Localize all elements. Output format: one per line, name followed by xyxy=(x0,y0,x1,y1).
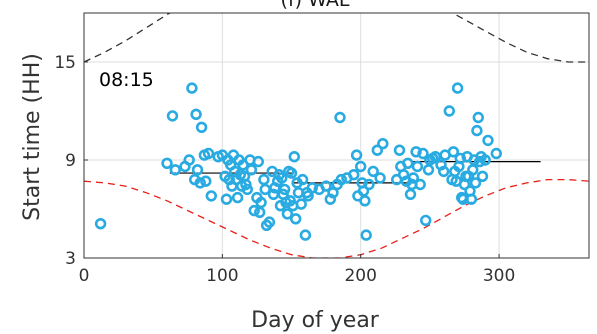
data-point xyxy=(363,178,375,191)
x-tick-label: 200 xyxy=(344,266,376,286)
data-point xyxy=(377,138,389,150)
data-point xyxy=(348,169,360,181)
bound-curves xyxy=(84,13,589,258)
plot-frame xyxy=(83,12,590,259)
data-point xyxy=(471,124,483,137)
y-axis-label: Start time (HH) xyxy=(20,53,45,221)
data-point xyxy=(255,196,267,209)
data-point xyxy=(200,175,212,187)
x-tick-label: 100 xyxy=(206,266,238,286)
x-tick-label: 0 xyxy=(79,266,90,286)
data-point xyxy=(420,214,432,227)
data-point xyxy=(320,180,332,192)
data-point xyxy=(367,165,379,178)
data-point xyxy=(414,178,426,191)
data-point xyxy=(422,164,435,176)
data-point xyxy=(479,154,491,166)
data-point xyxy=(306,182,318,194)
data-point xyxy=(350,149,363,161)
x-axis-label: Day of year xyxy=(251,308,380,333)
data-point xyxy=(205,190,218,202)
data-point xyxy=(161,157,173,170)
data-point xyxy=(248,204,260,217)
data-point xyxy=(335,173,347,186)
data-point xyxy=(281,208,294,220)
data-point xyxy=(288,151,300,163)
data-point xyxy=(240,178,252,191)
data-point xyxy=(410,146,422,158)
data-point xyxy=(299,229,312,241)
x-tick-label: 300 xyxy=(483,266,515,286)
data-point xyxy=(393,144,406,156)
data-point xyxy=(278,183,291,196)
data-point xyxy=(263,216,276,228)
data-point xyxy=(454,152,466,165)
data-point xyxy=(469,177,482,189)
data-point xyxy=(241,183,254,196)
data-point xyxy=(334,111,346,124)
data-point xyxy=(447,146,460,158)
data-point xyxy=(490,147,502,160)
data-point xyxy=(220,193,233,205)
data-point xyxy=(295,198,307,210)
x-axis-ticks: 0 100 200 300 xyxy=(79,254,515,286)
data-point xyxy=(451,82,464,94)
data-point xyxy=(194,177,206,189)
data-point xyxy=(258,173,270,186)
data-point xyxy=(245,164,258,176)
data-point xyxy=(231,191,244,204)
data-point xyxy=(290,213,302,225)
data-point xyxy=(296,173,309,186)
data-points xyxy=(94,82,502,241)
y-tick-label: 3 xyxy=(65,249,76,269)
data-point xyxy=(191,164,204,176)
data-point xyxy=(438,165,450,178)
data-point xyxy=(166,110,179,122)
data-point xyxy=(402,157,414,170)
data-point xyxy=(371,144,383,156)
data-point xyxy=(417,147,429,160)
data-point xyxy=(186,82,198,94)
data-point xyxy=(169,164,182,176)
data-point xyxy=(407,172,419,184)
data-point xyxy=(443,105,455,117)
data-point xyxy=(474,155,486,168)
data-point xyxy=(94,218,107,230)
data-point xyxy=(359,195,371,207)
data-point xyxy=(285,167,298,179)
data-point xyxy=(411,160,424,173)
y-axis-ticks: 3 9 15 xyxy=(54,53,88,269)
data-point xyxy=(360,229,372,241)
data-point xyxy=(472,111,484,124)
data-point xyxy=(404,188,417,201)
y-tick-label: 9 xyxy=(65,151,76,171)
data-point xyxy=(202,147,215,160)
data-point xyxy=(276,172,288,184)
data-point xyxy=(195,121,208,134)
data-point xyxy=(374,172,386,184)
data-point xyxy=(190,108,202,121)
gridlines xyxy=(83,13,589,259)
data-point xyxy=(183,154,195,166)
chart-title: (f) WAL xyxy=(281,0,350,11)
data-point xyxy=(482,134,494,147)
upper-bound-curve xyxy=(84,13,589,63)
y-tick-label: 15 xyxy=(54,53,76,73)
lower-bound-curve xyxy=(84,178,589,258)
data-point xyxy=(252,155,264,168)
data-point xyxy=(465,193,478,205)
data-point xyxy=(476,170,489,183)
data-point xyxy=(355,160,367,173)
annotation-label: 08:15 xyxy=(99,69,154,91)
